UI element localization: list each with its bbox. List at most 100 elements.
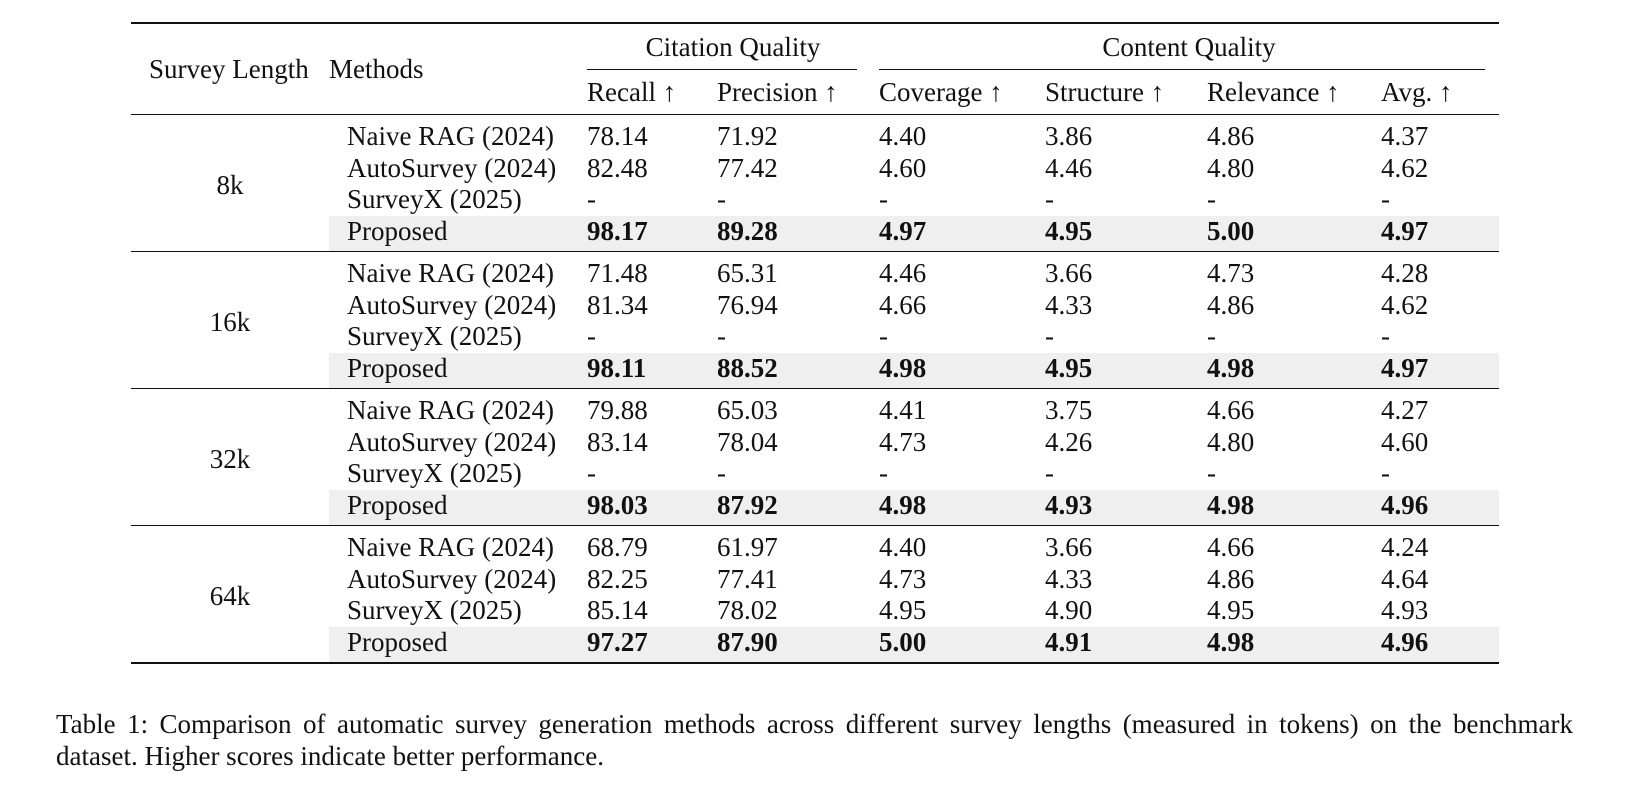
survey-length-cell: 32k <box>209 444 251 475</box>
precision-cell: - <box>717 458 726 488</box>
precision-cell: 87.92 <box>717 489 879 526</box>
relevance-cell: - <box>1207 184 1216 214</box>
avg-cell: 4.96 <box>1381 626 1499 663</box>
method-cell: SurveyX (2025) <box>347 458 522 488</box>
structure-cell: 3.66 <box>1045 258 1093 288</box>
table-row: AutoSurvey (2024) 82.48 77.42 4.60 4.46 4.80 4… <box>131 153 1499 185</box>
precision-cell: 61.97 <box>717 532 778 562</box>
table-row-proposed: Proposed 98.03 87.92 4.98 4.93 4.98 4.96 <box>131 489 1499 526</box>
table-header: Survey Length Methods Citation Quality C… <box>131 22 1499 115</box>
structure-cell: 4.91 <box>1045 626 1207 663</box>
coverage-cell: 4.66 <box>879 289 927 320</box>
structure-cell: 4.95 <box>1045 215 1207 252</box>
method-cell: SurveyX (2025) <box>347 595 522 625</box>
avg-cell: - <box>1381 184 1390 214</box>
coverage-cell: 4.95 <box>879 595 927 625</box>
table-body: 8k Naive RAG (2024) 78.14 71.92 4.40 3.86 4.86… <box>131 114 1499 665</box>
avg-cell: 4.93 <box>1381 595 1429 625</box>
recall-cell: - <box>587 321 596 351</box>
relevance-cell: 4.95 <box>1207 595 1255 625</box>
precision-cell: 65.31 <box>717 258 778 288</box>
coverage-cell: 4.46 <box>879 258 927 288</box>
header-precision: Precision ↑ <box>717 76 838 107</box>
recall-cell: 98.11 <box>587 352 717 389</box>
method-cell: Naive RAG (2024) <box>347 532 554 562</box>
table-caption: Table 1: Comparison of automatic survey … <box>56 709 1573 771</box>
recall-cell: 85.14 <box>587 595 648 625</box>
precision-cell: 77.42 <box>717 152 778 183</box>
recall-cell: 79.88 <box>587 395 648 425</box>
results-table: Survey Length Methods Citation Quality C… <box>131 22 1499 665</box>
avg-cell: 4.97 <box>1381 215 1499 252</box>
survey-length-cell: 64k <box>209 581 251 612</box>
relevance-cell: 4.66 <box>1207 532 1255 562</box>
header-relevance: Relevance ↑ <box>1207 76 1340 107</box>
header-avg: Avg. ↑ <box>1381 76 1453 107</box>
header-survey-length: Survey Length <box>149 53 309 84</box>
header-methods: Methods <box>329 53 424 84</box>
relevance-cell: 4.73 <box>1207 258 1255 288</box>
structure-cell: 4.90 <box>1045 595 1093 625</box>
header-structure: Structure ↑ <box>1045 76 1165 107</box>
structure-cell: 3.86 <box>1045 121 1093 151</box>
avg-cell: 4.64 <box>1381 563 1429 594</box>
relevance-cell: 4.98 <box>1207 489 1381 526</box>
method-cell: Proposed <box>329 352 587 389</box>
method-cell: Proposed <box>329 626 587 663</box>
avg-cell: 4.60 <box>1381 426 1429 457</box>
avg-cell: - <box>1381 321 1390 351</box>
recall-cell: - <box>587 184 596 214</box>
coverage-cell: 4.40 <box>879 121 927 151</box>
table-row-proposed: Proposed 97.27 87.90 5.00 4.91 4.98 4.96 <box>131 626 1499 663</box>
relevance-cell: - <box>1207 321 1216 351</box>
method-cell: Proposed <box>329 215 587 252</box>
avg-cell: 4.96 <box>1381 489 1499 526</box>
precision-cell: - <box>717 184 726 214</box>
avg-cell: 4.27 <box>1381 395 1429 425</box>
coverage-cell: 4.41 <box>879 395 927 425</box>
avg-cell: 4.28 <box>1381 258 1429 288</box>
method-cell: AutoSurvey (2024) <box>347 426 557 457</box>
relevance-cell: 4.86 <box>1207 121 1255 151</box>
group-separator-rule <box>131 251 1499 252</box>
table-row: AutoSurvey (2024) 81.34 76.94 4.66 4.33 4.86 4… <box>131 290 1499 322</box>
avg-cell: - <box>1381 458 1390 488</box>
table-row: AutoSurvey (2024) 82.25 77.41 4.73 4.33 4.86 4… <box>131 564 1499 596</box>
table-row: AutoSurvey (2024) 83.14 78.04 4.73 4.26 4.80 4… <box>131 427 1499 459</box>
content-quality-label: Content Quality <box>1102 31 1276 62</box>
avg-cell: 4.37 <box>1381 121 1429 151</box>
avg-cell: 4.62 <box>1381 289 1429 320</box>
avg-cell: 4.62 <box>1381 152 1429 183</box>
relevance-cell: 4.98 <box>1207 352 1381 389</box>
table-row: 64k Naive RAG (2024) 68.79 61.97 4.40 3.66 4.6… <box>131 526 1499 611</box>
relevance-cell: 4.98 <box>1207 626 1381 663</box>
coverage-cell: - <box>879 458 888 488</box>
precision-cell: 76.94 <box>717 289 778 320</box>
coverage-cell: 5.00 <box>879 626 1045 663</box>
header-coverage: Coverage ↑ <box>879 76 1003 107</box>
method-cell: Naive RAG (2024) <box>347 258 554 288</box>
method-cell: AutoSurvey (2024) <box>347 152 557 183</box>
relevance-cell: 4.66 <box>1207 395 1255 425</box>
table-bottom-rule <box>131 662 1499 665</box>
recall-cell: 82.48 <box>587 152 648 183</box>
coverage-cell: 4.73 <box>879 563 927 594</box>
header-bottom-rule <box>131 114 1499 115</box>
structure-cell: 4.26 <box>1045 426 1093 457</box>
structure-cell: 4.46 <box>1045 152 1093 183</box>
recall-cell: 81.34 <box>587 289 648 320</box>
structure-cell: - <box>1045 458 1054 488</box>
precision-cell: 87.90 <box>717 626 879 663</box>
table-row: 8k Naive RAG (2024) 78.14 71.92 4.40 3.86 4.86… <box>131 115 1499 200</box>
method-cell: Naive RAG (2024) <box>347 395 554 425</box>
method-cell: SurveyX (2025) <box>347 184 522 214</box>
coverage-cell: 4.98 <box>879 489 1045 526</box>
relevance-cell: - <box>1207 458 1216 488</box>
precision-cell: 78.04 <box>717 426 778 457</box>
relevance-cell: 4.86 <box>1207 289 1255 320</box>
precision-cell: 65.03 <box>717 395 778 425</box>
header-citation-quality: Citation Quality <box>587 24 879 70</box>
relevance-cell: 4.86 <box>1207 563 1255 594</box>
table-row: SurveyX (2025) - - - - - - <box>131 184 1499 216</box>
recall-cell: 98.03 <box>587 489 717 526</box>
